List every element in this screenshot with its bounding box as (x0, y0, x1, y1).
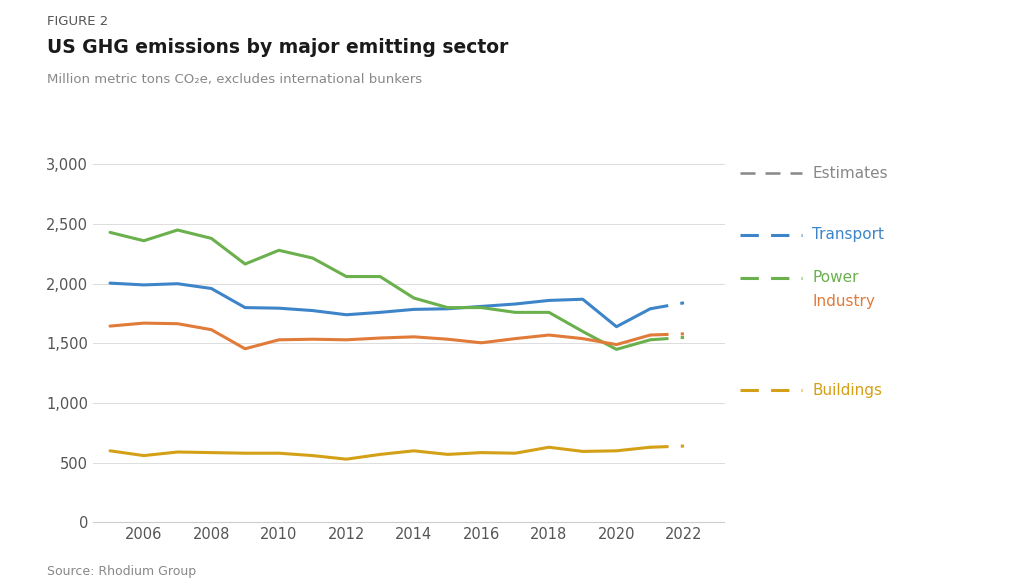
Text: Estimates: Estimates (812, 166, 888, 181)
Text: Power: Power (812, 270, 859, 285)
Text: FIGURE 2: FIGURE 2 (47, 15, 108, 28)
Text: Industry: Industry (812, 294, 876, 309)
Text: Transport: Transport (812, 227, 885, 242)
Text: Buildings: Buildings (812, 383, 883, 398)
Text: Source: Rhodium Group: Source: Rhodium Group (47, 565, 196, 578)
Text: Million metric tons CO₂e, excludes international bunkers: Million metric tons CO₂e, excludes inter… (47, 73, 421, 86)
Text: US GHG emissions by major emitting sector: US GHG emissions by major emitting secto… (47, 38, 508, 57)
